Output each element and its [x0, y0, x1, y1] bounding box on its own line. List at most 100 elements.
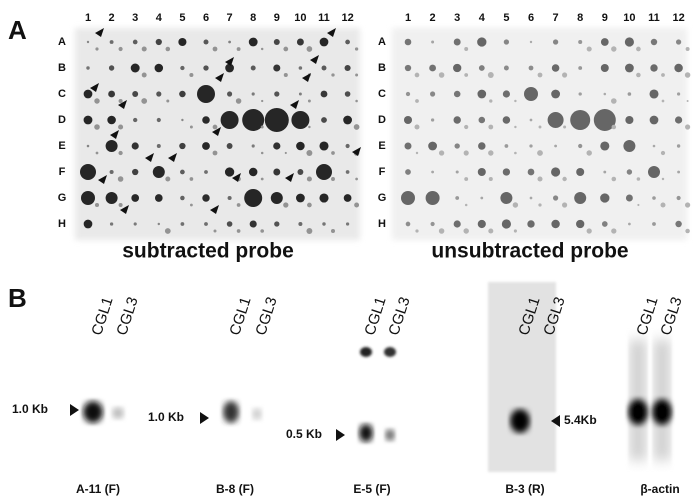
spot: [431, 40, 435, 44]
spot: [83, 89, 93, 99]
spot: [306, 228, 313, 234]
spot: [650, 64, 658, 72]
spot: [86, 144, 90, 148]
membrane: [392, 28, 687, 240]
spot: [674, 63, 683, 73]
spot: [86, 66, 90, 70]
spot: [118, 46, 123, 52]
spot: [321, 65, 327, 71]
spot: [430, 118, 435, 122]
spot: [291, 111, 310, 129]
blot-background: [488, 282, 556, 472]
spot: [660, 202, 666, 208]
spot: [661, 177, 665, 181]
spot: [652, 144, 656, 148]
spot: [478, 116, 486, 124]
spot: [404, 38, 412, 46]
column-label: 6: [203, 12, 209, 24]
spot: [576, 219, 585, 229]
spot: [260, 177, 264, 181]
spot: [547, 112, 564, 128]
spot: [438, 150, 445, 156]
spot: [236, 229, 241, 233]
spot: [212, 46, 218, 52]
spot: [270, 192, 283, 204]
lane-label: CGL1: [88, 295, 116, 338]
spot: [109, 169, 114, 175]
bands: [83, 340, 672, 460]
spot: [453, 220, 461, 228]
column-label: 7: [227, 12, 233, 24]
row-label: F: [59, 166, 66, 178]
spot: [611, 46, 617, 52]
spot: [502, 90, 510, 98]
size-marker: 1.0 Kb: [148, 410, 184, 424]
spot: [343, 115, 352, 125]
spot: [404, 142, 412, 150]
spot: [538, 203, 542, 207]
column-label: 5: [179, 12, 185, 24]
spot: [477, 89, 487, 99]
spot: [178, 37, 187, 47]
spot: [319, 37, 329, 47]
row-label: H: [378, 218, 386, 230]
spot: [179, 90, 186, 98]
spot: [298, 66, 303, 70]
spot: [489, 99, 493, 103]
spot: [601, 221, 608, 227]
spot: [637, 203, 640, 207]
spot: [331, 177, 335, 181]
spot: [189, 203, 193, 207]
spot: [430, 221, 435, 227]
spot: [250, 65, 256, 71]
spot: [228, 40, 231, 44]
spot: [528, 65, 534, 71]
spot: [283, 46, 289, 52]
spot: [107, 115, 116, 125]
spot: [260, 229, 264, 233]
spot: [414, 124, 420, 130]
spot: [298, 92, 302, 96]
spot: [415, 99, 419, 103]
spot: [273, 39, 280, 45]
row-label: D: [378, 114, 386, 126]
spot: [354, 202, 360, 208]
spot: [684, 72, 691, 78]
spot: [152, 166, 165, 178]
row-label: A: [378, 36, 386, 48]
column-label: 7: [553, 12, 559, 24]
spot: [165, 176, 171, 182]
spot: [108, 90, 116, 98]
spot: [488, 176, 493, 182]
arrowhead: [120, 205, 129, 214]
spot: [156, 144, 161, 148]
column-label: 8: [250, 12, 256, 24]
spot: [455, 196, 460, 200]
spot: [405, 91, 411, 97]
spot: [242, 109, 265, 131]
spot: [306, 150, 313, 156]
spot: [586, 46, 592, 52]
spot: [212, 150, 218, 156]
spot: [226, 143, 233, 149]
spot: [226, 221, 233, 227]
spot: [636, 72, 641, 78]
arrowhead: [145, 153, 154, 162]
spot: [676, 92, 681, 96]
spot: [306, 176, 312, 182]
spot: [132, 168, 139, 176]
spot: [464, 203, 468, 207]
row-label: F: [379, 166, 386, 178]
spot: [551, 167, 561, 177]
arrowhead: [168, 153, 177, 162]
spot: [343, 194, 352, 202]
spot: [478, 65, 485, 71]
spot: [165, 46, 171, 52]
lane-label: CGL1: [226, 295, 254, 338]
spot: [600, 141, 610, 151]
spot: [203, 65, 209, 71]
spot: [514, 125, 517, 129]
spot: [650, 38, 658, 46]
spot: [627, 92, 632, 96]
spot: [504, 144, 509, 148]
